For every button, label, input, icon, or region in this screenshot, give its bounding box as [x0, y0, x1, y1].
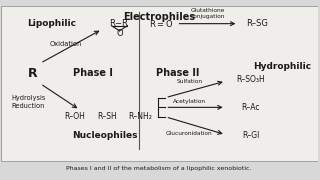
Text: R$=$O: R$=$O: [148, 18, 173, 29]
Text: R: R: [28, 67, 37, 80]
Text: Oxidation: Oxidation: [50, 41, 82, 47]
Text: R–NH₂: R–NH₂: [128, 112, 152, 121]
Text: O: O: [116, 29, 123, 38]
Text: R$-$R: R$-$R: [109, 17, 130, 28]
Text: R–SH: R–SH: [97, 112, 117, 121]
Text: Lipophilic: Lipophilic: [27, 19, 76, 28]
Text: Phase II: Phase II: [156, 68, 200, 78]
Text: Glutathione
conjugation: Glutathione conjugation: [191, 8, 225, 19]
Bar: [1, 6, 317, 161]
Text: Hydrolysis: Hydrolysis: [12, 95, 46, 101]
Text: Glucuronidation: Glucuronidation: [166, 131, 212, 136]
Text: R–Gl: R–Gl: [242, 131, 260, 140]
Text: R–Ac: R–Ac: [242, 103, 260, 112]
Text: Sulfation: Sulfation: [176, 79, 202, 84]
Text: R–SO₃H: R–SO₃H: [236, 75, 265, 84]
Text: Nucleophiles: Nucleophiles: [73, 131, 138, 140]
Text: Acetylation: Acetylation: [173, 99, 206, 104]
Text: Phase I: Phase I: [73, 68, 113, 78]
Text: R–OH: R–OH: [65, 112, 85, 121]
Text: Phases I and II of the metabolism of a lipophilic xenobiotic.: Phases I and II of the metabolism of a l…: [66, 166, 252, 171]
Text: Hydrophilic: Hydrophilic: [254, 62, 312, 71]
Text: Electrophiles: Electrophiles: [123, 12, 195, 22]
Text: Reduction: Reduction: [12, 103, 45, 109]
Text: R–SG: R–SG: [246, 19, 268, 28]
